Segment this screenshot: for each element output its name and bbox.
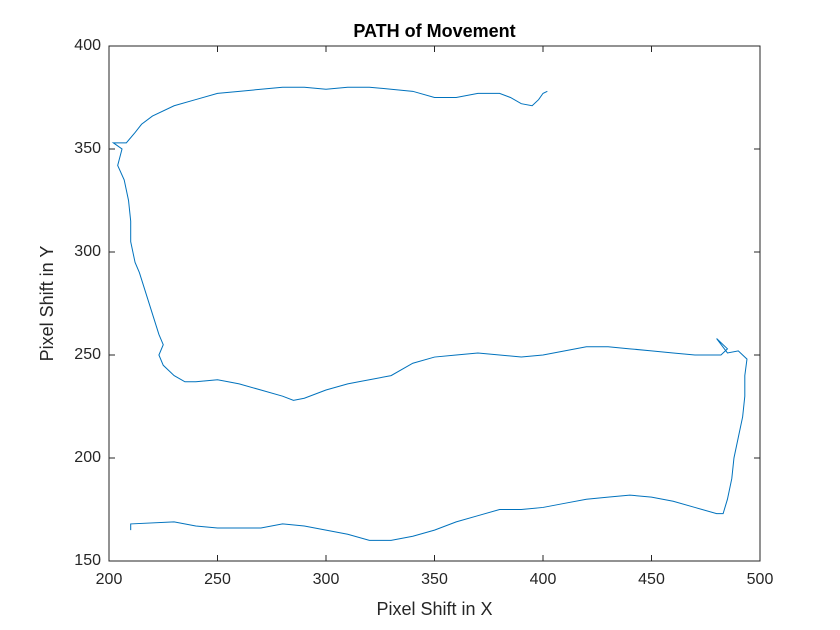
chart-title: PATH of Movement	[353, 21, 515, 41]
y-tick-label: 250	[74, 346, 101, 363]
x-tick-label: 200	[96, 571, 123, 588]
y-tick-label: 300	[74, 243, 101, 260]
plot-area	[108, 45, 761, 562]
x-tick-label: 400	[530, 571, 557, 588]
y-tick-label: 350	[74, 140, 101, 157]
x-axis-label: Pixel Shift in X	[376, 599, 492, 619]
data-line	[111, 86, 748, 541]
x-tick-label: 350	[421, 571, 448, 588]
x-tick-label: 450	[638, 571, 665, 588]
y-tick-label: 150	[74, 552, 101, 569]
y-tick-label: 200	[74, 449, 101, 466]
y-tick-label: 400	[74, 37, 101, 54]
x-tick-label: 250	[204, 571, 231, 588]
x-tick-label: 500	[747, 571, 774, 588]
y-axis-label: Pixel Shift in Y	[37, 246, 57, 362]
x-tick-label: 300	[313, 571, 340, 588]
